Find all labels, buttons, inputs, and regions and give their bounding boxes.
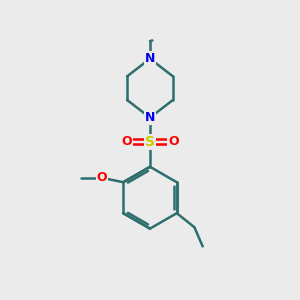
Text: N: N <box>145 111 155 124</box>
Text: O: O <box>168 135 179 148</box>
Text: S: S <box>145 135 155 149</box>
Text: O: O <box>97 171 107 184</box>
Text: N: N <box>145 52 155 65</box>
Text: O: O <box>121 135 132 148</box>
